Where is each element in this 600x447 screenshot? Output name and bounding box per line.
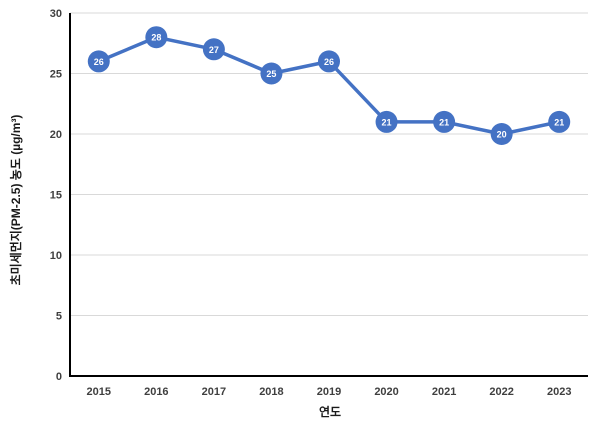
data-point-label: 20 (497, 130, 507, 140)
x-tick-label: 2023 (547, 386, 571, 398)
x-axis-title: 연도 (319, 404, 341, 419)
x-tick-label: 2019 (317, 386, 341, 398)
data-point-marker (548, 110, 571, 133)
axis-line (69, 13, 588, 377)
data-point-label: 28 (151, 33, 161, 43)
x-tick-label: 2015 (87, 386, 111, 398)
data-point-marker (145, 26, 168, 49)
data-point-label: 21 (382, 117, 392, 127)
y-tick-label: 25 (50, 69, 62, 81)
x-tick-label: 2020 (374, 386, 398, 398)
y-tick-label: 20 (50, 129, 62, 141)
y-tick-label: 0 (56, 371, 62, 383)
y-tick-label: 15 (50, 190, 62, 202)
data-point-marker (87, 50, 110, 73)
data-point-marker (260, 62, 283, 85)
data-point-marker (433, 110, 456, 133)
data-point-marker (375, 110, 398, 133)
x-tick-label: 2017 (202, 386, 226, 398)
data-series: 26 28 27 25 26 21 21 20 21 (87, 26, 571, 145)
x-tick-label: 2016 (144, 386, 168, 398)
data-point-label: 26 (324, 57, 334, 67)
x-axis-tick-labels: 2015 2016 2017 2018 2019 2020 2021 2022 2023 (87, 386, 572, 398)
gridlines (70, 12, 588, 316)
data-point-marker (490, 123, 513, 145)
x-tick-label: 2018 (259, 386, 283, 398)
data-point-label: 25 (266, 69, 276, 79)
x-tick-label: 2022 (489, 386, 513, 398)
data-point-label: 26 (94, 57, 104, 67)
y-tick-label: 5 (56, 311, 62, 323)
data-point-label: 21 (439, 117, 449, 127)
y-axis-tick-labels: 0 5 10 15 20 25 30 (50, 8, 62, 383)
data-point-marker (202, 38, 225, 61)
data-point-label: 21 (554, 117, 564, 127)
data-point-marker (318, 50, 340, 73)
y-tick-label: 10 (50, 250, 62, 262)
x-tick-label: 2021 (432, 386, 456, 398)
y-tick-label: 30 (50, 8, 62, 20)
axes (69, 13, 588, 377)
y-axis-title: 초미세먼지(PM-2.5) 농도 (µg/m³) (8, 115, 23, 286)
data-point-label: 27 (209, 45, 219, 55)
